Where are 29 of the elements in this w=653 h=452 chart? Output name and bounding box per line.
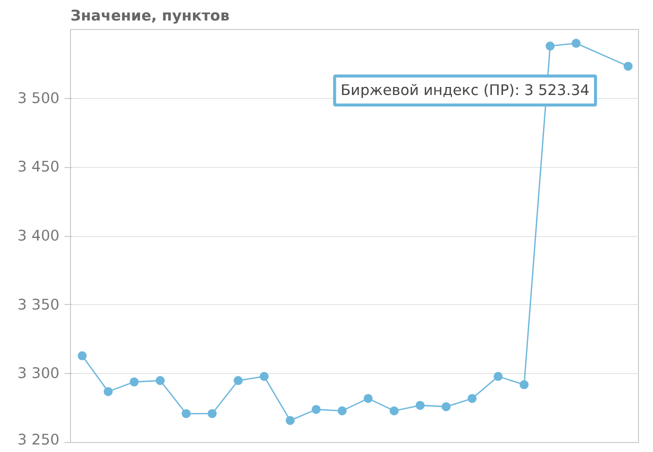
point [390, 406, 399, 416]
annotation: Биржевой индекс (ПР): 3 523.34 [340, 82, 590, 99]
point [104, 387, 113, 396]
point [156, 376, 165, 386]
y-tick-label: 3 400 [18, 228, 60, 244]
y-tick-label: 3 450 [18, 158, 60, 176]
point [442, 402, 451, 412]
point [234, 376, 243, 386]
point [286, 416, 295, 425]
point [338, 406, 347, 416]
point [260, 372, 269, 381]
point [416, 400, 425, 410]
y-tick-label: 3 300 [18, 365, 60, 382]
point [312, 404, 321, 414]
point [364, 394, 373, 403]
point [520, 380, 529, 390]
point [130, 377, 139, 386]
y-tick-label: 3 500 [18, 90, 60, 107]
point [208, 409, 217, 418]
point [572, 38, 581, 48]
point [624, 62, 633, 71]
y-axis-title: Значение, пунктов [70, 8, 230, 24]
point [182, 409, 191, 418]
y-tick-label: 3 250 [18, 432, 60, 448]
point [78, 351, 87, 360]
point [468, 394, 477, 403]
point [494, 372, 503, 381]
point [546, 42, 555, 51]
y-tick-label: 3 350 [18, 296, 60, 314]
